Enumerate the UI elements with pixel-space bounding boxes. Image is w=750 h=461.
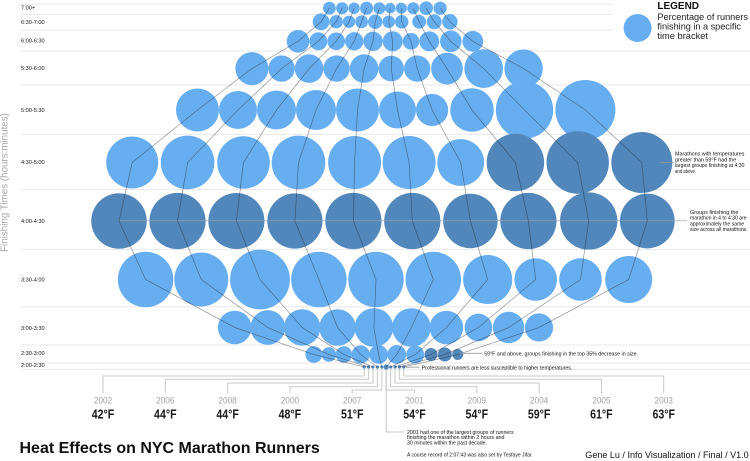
svg-text:approximately the same: approximately the same — [690, 221, 744, 227]
svg-text:30 minutes within the past dec: 30 minutes within the past decade. — [407, 440, 487, 446]
svg-text:2000: 2000 — [281, 396, 299, 406]
svg-text:2:00-2:30: 2:00-2:30 — [21, 363, 45, 369]
svg-text:2009: 2009 — [468, 396, 486, 406]
svg-text:6:30-7:00: 6:30-7:00 — [21, 20, 45, 26]
svg-text:63°F: 63°F — [652, 407, 675, 421]
svg-text:7:00+: 7:00+ — [21, 6, 35, 12]
svg-text:A course record of 2:07:43 was: A course record of 2:07:43 was also set … — [407, 452, 533, 458]
svg-text:finishing the marathon within: finishing the marathon within 2 hours an… — [407, 435, 505, 441]
svg-text:time bracket: time bracket — [657, 30, 708, 41]
svg-text:4:00-4:30: 4:00-4:30 — [21, 219, 45, 225]
svg-text:2006: 2006 — [156, 396, 174, 406]
svg-text:2001: 2001 — [405, 396, 423, 406]
svg-text:Finishing Times (hours:minutes: Finishing Times (hours:minutes) — [0, 113, 11, 252]
svg-text:and above.: and above. — [675, 169, 696, 175]
svg-text:Marathons with temperatures: Marathons with temperatures — [675, 152, 745, 158]
svg-text:42°F: 42°F — [92, 407, 115, 421]
svg-text:2007: 2007 — [343, 396, 361, 406]
svg-text:5:00-5:30: 5:00-5:30 — [21, 108, 45, 114]
svg-text:Professional runners are less: Professional runners are less susceptibl… — [422, 365, 573, 371]
svg-text:44°F: 44°F — [154, 407, 177, 421]
svg-text:2:30-3:00: 2:30-3:00 — [21, 351, 45, 357]
svg-text:51°F: 51°F — [341, 407, 364, 421]
svg-text:6:00-6:30: 6:00-6:30 — [21, 39, 45, 45]
svg-text:largest groups finishing at 4:: largest groups finishing at 4:30 — [675, 163, 744, 169]
svg-text:59°F: 59°F — [528, 407, 551, 421]
svg-text:LEGEND: LEGEND — [657, 1, 699, 12]
svg-text:size across all marathons.: size across all marathons. — [690, 227, 748, 233]
svg-text:marathon in 4 to 4:30 are: marathon in 4 to 4:30 are — [690, 216, 747, 222]
svg-text:59°F and above, groups finishi: 59°F and above, groups finishing in the … — [484, 351, 638, 357]
svg-text:2005: 2005 — [592, 396, 610, 406]
svg-text:3:00-3:30: 3:00-3:30 — [21, 326, 45, 332]
svg-text:greater than 59°F had the: greater than 59°F had the — [675, 157, 736, 163]
svg-text:54°F: 54°F — [466, 407, 489, 421]
svg-text:54°F: 54°F — [403, 407, 426, 421]
svg-text:2003: 2003 — [655, 396, 673, 406]
svg-text:3:30-4:00: 3:30-4:00 — [21, 278, 45, 284]
svg-text:44°F: 44°F — [216, 407, 239, 421]
svg-text:Heat Effects on NYC Marathon R: Heat Effects on NYC Marathon Runners — [20, 439, 320, 457]
svg-text:Groups finishing the: Groups finishing the — [690, 210, 738, 216]
svg-text:4:30-5:00: 4:30-5:00 — [21, 160, 45, 166]
svg-text:48°F: 48°F — [279, 407, 302, 421]
svg-text:61°F: 61°F — [590, 407, 613, 421]
svg-text:5:30-6:00: 5:30-6:00 — [21, 66, 45, 72]
svg-text:2004: 2004 — [530, 396, 548, 406]
svg-text:finishing in a specific: finishing in a specific — [657, 21, 741, 32]
svg-text:2001 had one of the largest gr: 2001 had one of the largest groups of ru… — [407, 430, 514, 436]
svg-text:2002: 2002 — [94, 396, 112, 406]
svg-text:Percentage of runners: Percentage of runners — [657, 11, 748, 22]
svg-text:2008: 2008 — [218, 396, 236, 406]
svg-text:Gene Lu / Info Visualization /: Gene Lu / Info Visualization / Final / V… — [585, 450, 748, 461]
